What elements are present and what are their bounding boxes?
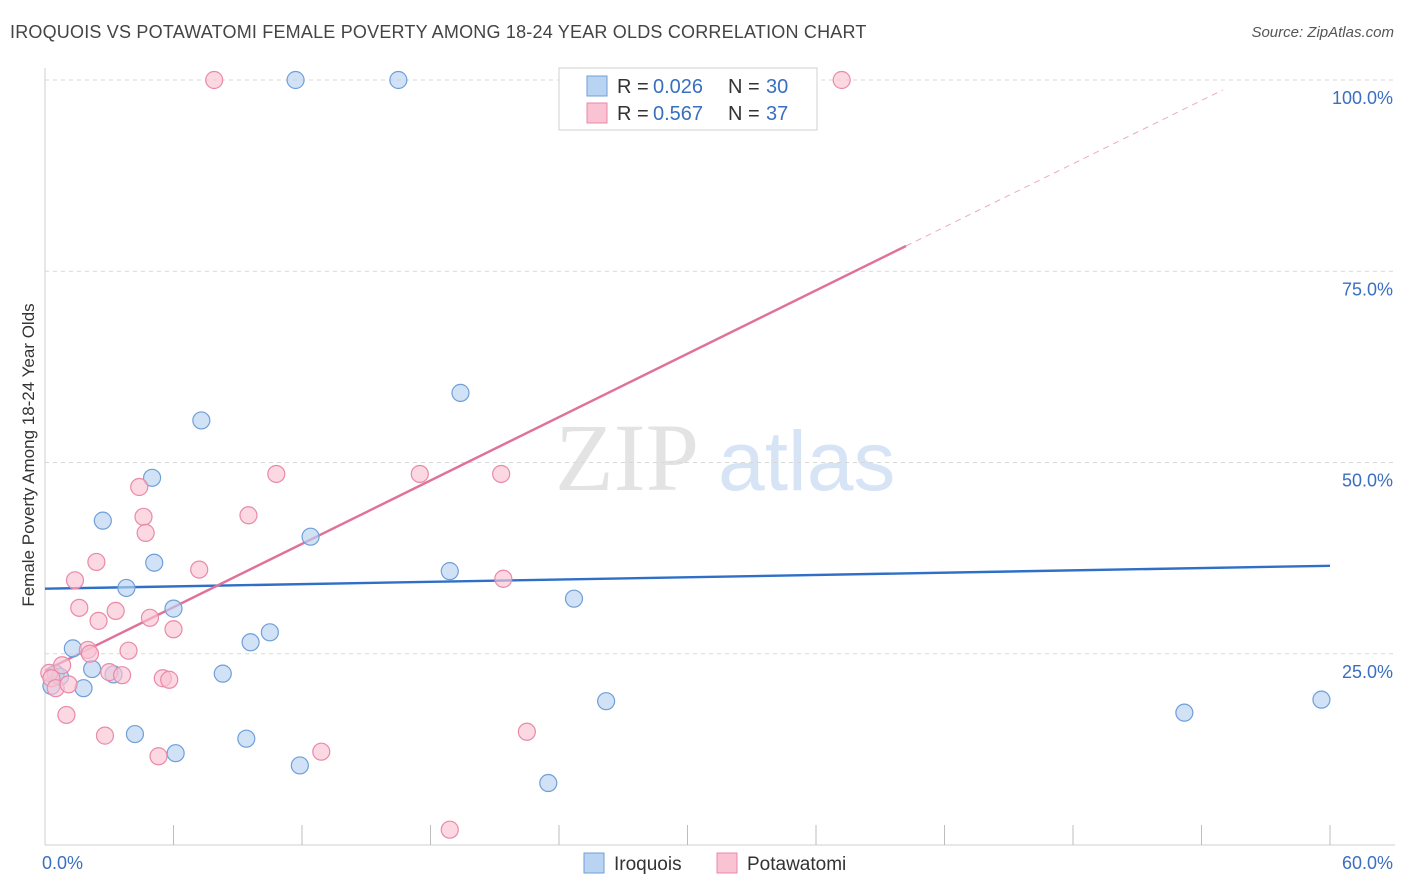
iroquois-point — [260, 623, 279, 642]
legend-potawatomi-n-value: 37 — [766, 103, 788, 125]
potawatomi-point — [65, 571, 85, 590]
potawatomi-point — [59, 675, 78, 694]
bottom-legend-potawatomi: Potawatomi — [747, 854, 846, 875]
iroquois-point — [164, 599, 183, 618]
potawatomi-point — [112, 666, 132, 685]
iroquois-point — [145, 553, 164, 572]
iroquois-point — [389, 70, 408, 90]
iroquois-point — [93, 511, 112, 530]
trend-lines — [44, 89, 1331, 672]
potawatomi-trend-line — [44, 244, 907, 672]
iroquois-point — [125, 724, 145, 744]
bottom-legend-swatch-potawatomi — [716, 852, 738, 874]
legend-iroquois-r-label: R = — [617, 76, 654, 98]
potawatomi-point — [130, 477, 149, 497]
potawatomi-point — [492, 464, 511, 484]
iroquois-point — [440, 562, 459, 581]
legend-potawatomi-r-value: 0.567 — [653, 103, 703, 125]
iroquois-point — [1312, 690, 1331, 709]
data-points — [40, 70, 1331, 839]
iroquois-point — [142, 468, 162, 487]
bottom-legend-iroquois: Iroquois — [614, 854, 682, 875]
potawatomi-point — [190, 560, 209, 579]
legend-potawatomi-n-label: N = — [728, 103, 765, 125]
potawatomi-point — [87, 552, 106, 572]
tick-labels: 25.0% 50.0% 75.0% 100.0% 0.0% 60.0% — [42, 88, 1393, 873]
legend-swatch-potawatomi — [586, 102, 608, 124]
bottom-legend-swatch-iroquois — [583, 852, 605, 874]
legend-iroquois-n-label: N = — [728, 76, 765, 98]
potawatomi-point — [149, 747, 168, 766]
iroquois-point — [166, 744, 185, 763]
iroquois-point — [1175, 703, 1194, 722]
potawatomi-point — [832, 70, 851, 90]
potawatomi-point — [140, 608, 160, 627]
iroquois-point — [83, 659, 102, 679]
potawatomi-point — [205, 70, 224, 90]
y-tick-label: 50.0% — [1342, 471, 1393, 491]
potawatomi-point — [53, 656, 72, 675]
potawatomi-point — [410, 464, 429, 484]
potawatomi-point — [440, 820, 459, 839]
y-axis-title: Female Poverty Among 18-24 Year Olds — [19, 303, 38, 606]
iroquois-point — [237, 729, 256, 748]
iroquois-point — [117, 578, 136, 598]
iroquois-trend-line — [44, 564, 1331, 590]
potawatomi-point — [160, 670, 179, 689]
iroquois-point — [286, 70, 305, 90]
potawatomi-point — [517, 722, 536, 741]
iroquois-point — [564, 589, 584, 608]
legend-swatch-iroquois — [586, 75, 608, 97]
iroquois-point — [74, 679, 93, 698]
watermark-zip: ZIP — [555, 404, 699, 511]
x-tick-label: 0.0% — [42, 853, 83, 873]
iroquois-point — [213, 664, 232, 683]
legend-potawatomi-r-label: R = — [617, 103, 654, 125]
iroquois-point — [192, 411, 211, 430]
iroquois-point — [451, 383, 470, 402]
potawatomi-point — [80, 644, 100, 663]
iroquois-point — [290, 756, 309, 775]
iroquois-point — [241, 633, 260, 652]
potawatomi-point — [164, 620, 183, 639]
axes — [44, 68, 1395, 846]
x-tick-label: 60.0% — [1342, 853, 1393, 873]
iroquois-point — [301, 527, 320, 546]
potawatomi-point — [239, 506, 258, 525]
correlation-legend: R = 0.026 N = 30 R = 0.567 N = 37 — [558, 67, 818, 131]
potawatomi-point — [267, 464, 286, 484]
potawatomi-point — [134, 507, 153, 526]
iroquois-point — [539, 773, 558, 793]
chart-title: IROQUOIS VS POTAWATOMI FEMALE POVERTY AM… — [10, 22, 867, 42]
potawatomi-point — [312, 742, 331, 761]
iroquois-point — [597, 692, 616, 711]
legend-iroquois-n-value: 30 — [766, 76, 788, 98]
potawatomi-point — [119, 641, 138, 660]
potawatomi-point — [70, 598, 89, 617]
potawatomi-point — [494, 569, 513, 588]
potawatomi-point — [95, 726, 115, 745]
y-tick-label: 25.0% — [1342, 662, 1393, 682]
potawatomi-point — [89, 611, 108, 630]
iroquois-point — [63, 639, 82, 658]
source-credit: Source: ZipAtlas.com — [1251, 24, 1394, 41]
potawatomi-point — [57, 705, 76, 725]
potawatomi-trend-extension — [905, 89, 1224, 247]
legend-iroquois-r-value: 0.026 — [653, 76, 703, 98]
y-tick-label: 75.0% — [1342, 279, 1393, 299]
potawatomi-point — [106, 601, 125, 621]
series-legend: Iroquois Potawatomi — [583, 852, 846, 875]
y-tick-label: 100.0% — [1332, 88, 1393, 108]
potawatomi-point — [136, 523, 155, 542]
watermark-atlas: atlas — [718, 414, 895, 508]
